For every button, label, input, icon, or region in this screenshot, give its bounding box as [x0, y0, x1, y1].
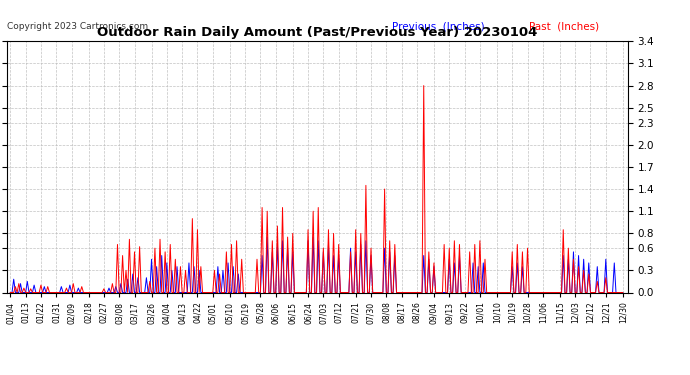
Text: Previous  (Inches): Previous (Inches): [392, 21, 484, 31]
Text: Copyright 2023 Cartronics.com: Copyright 2023 Cartronics.com: [7, 22, 148, 31]
Text: Past  (Inches): Past (Inches): [529, 21, 599, 31]
Title: Outdoor Rain Daily Amount (Past/Previous Year) 20230104: Outdoor Rain Daily Amount (Past/Previous…: [97, 26, 538, 39]
